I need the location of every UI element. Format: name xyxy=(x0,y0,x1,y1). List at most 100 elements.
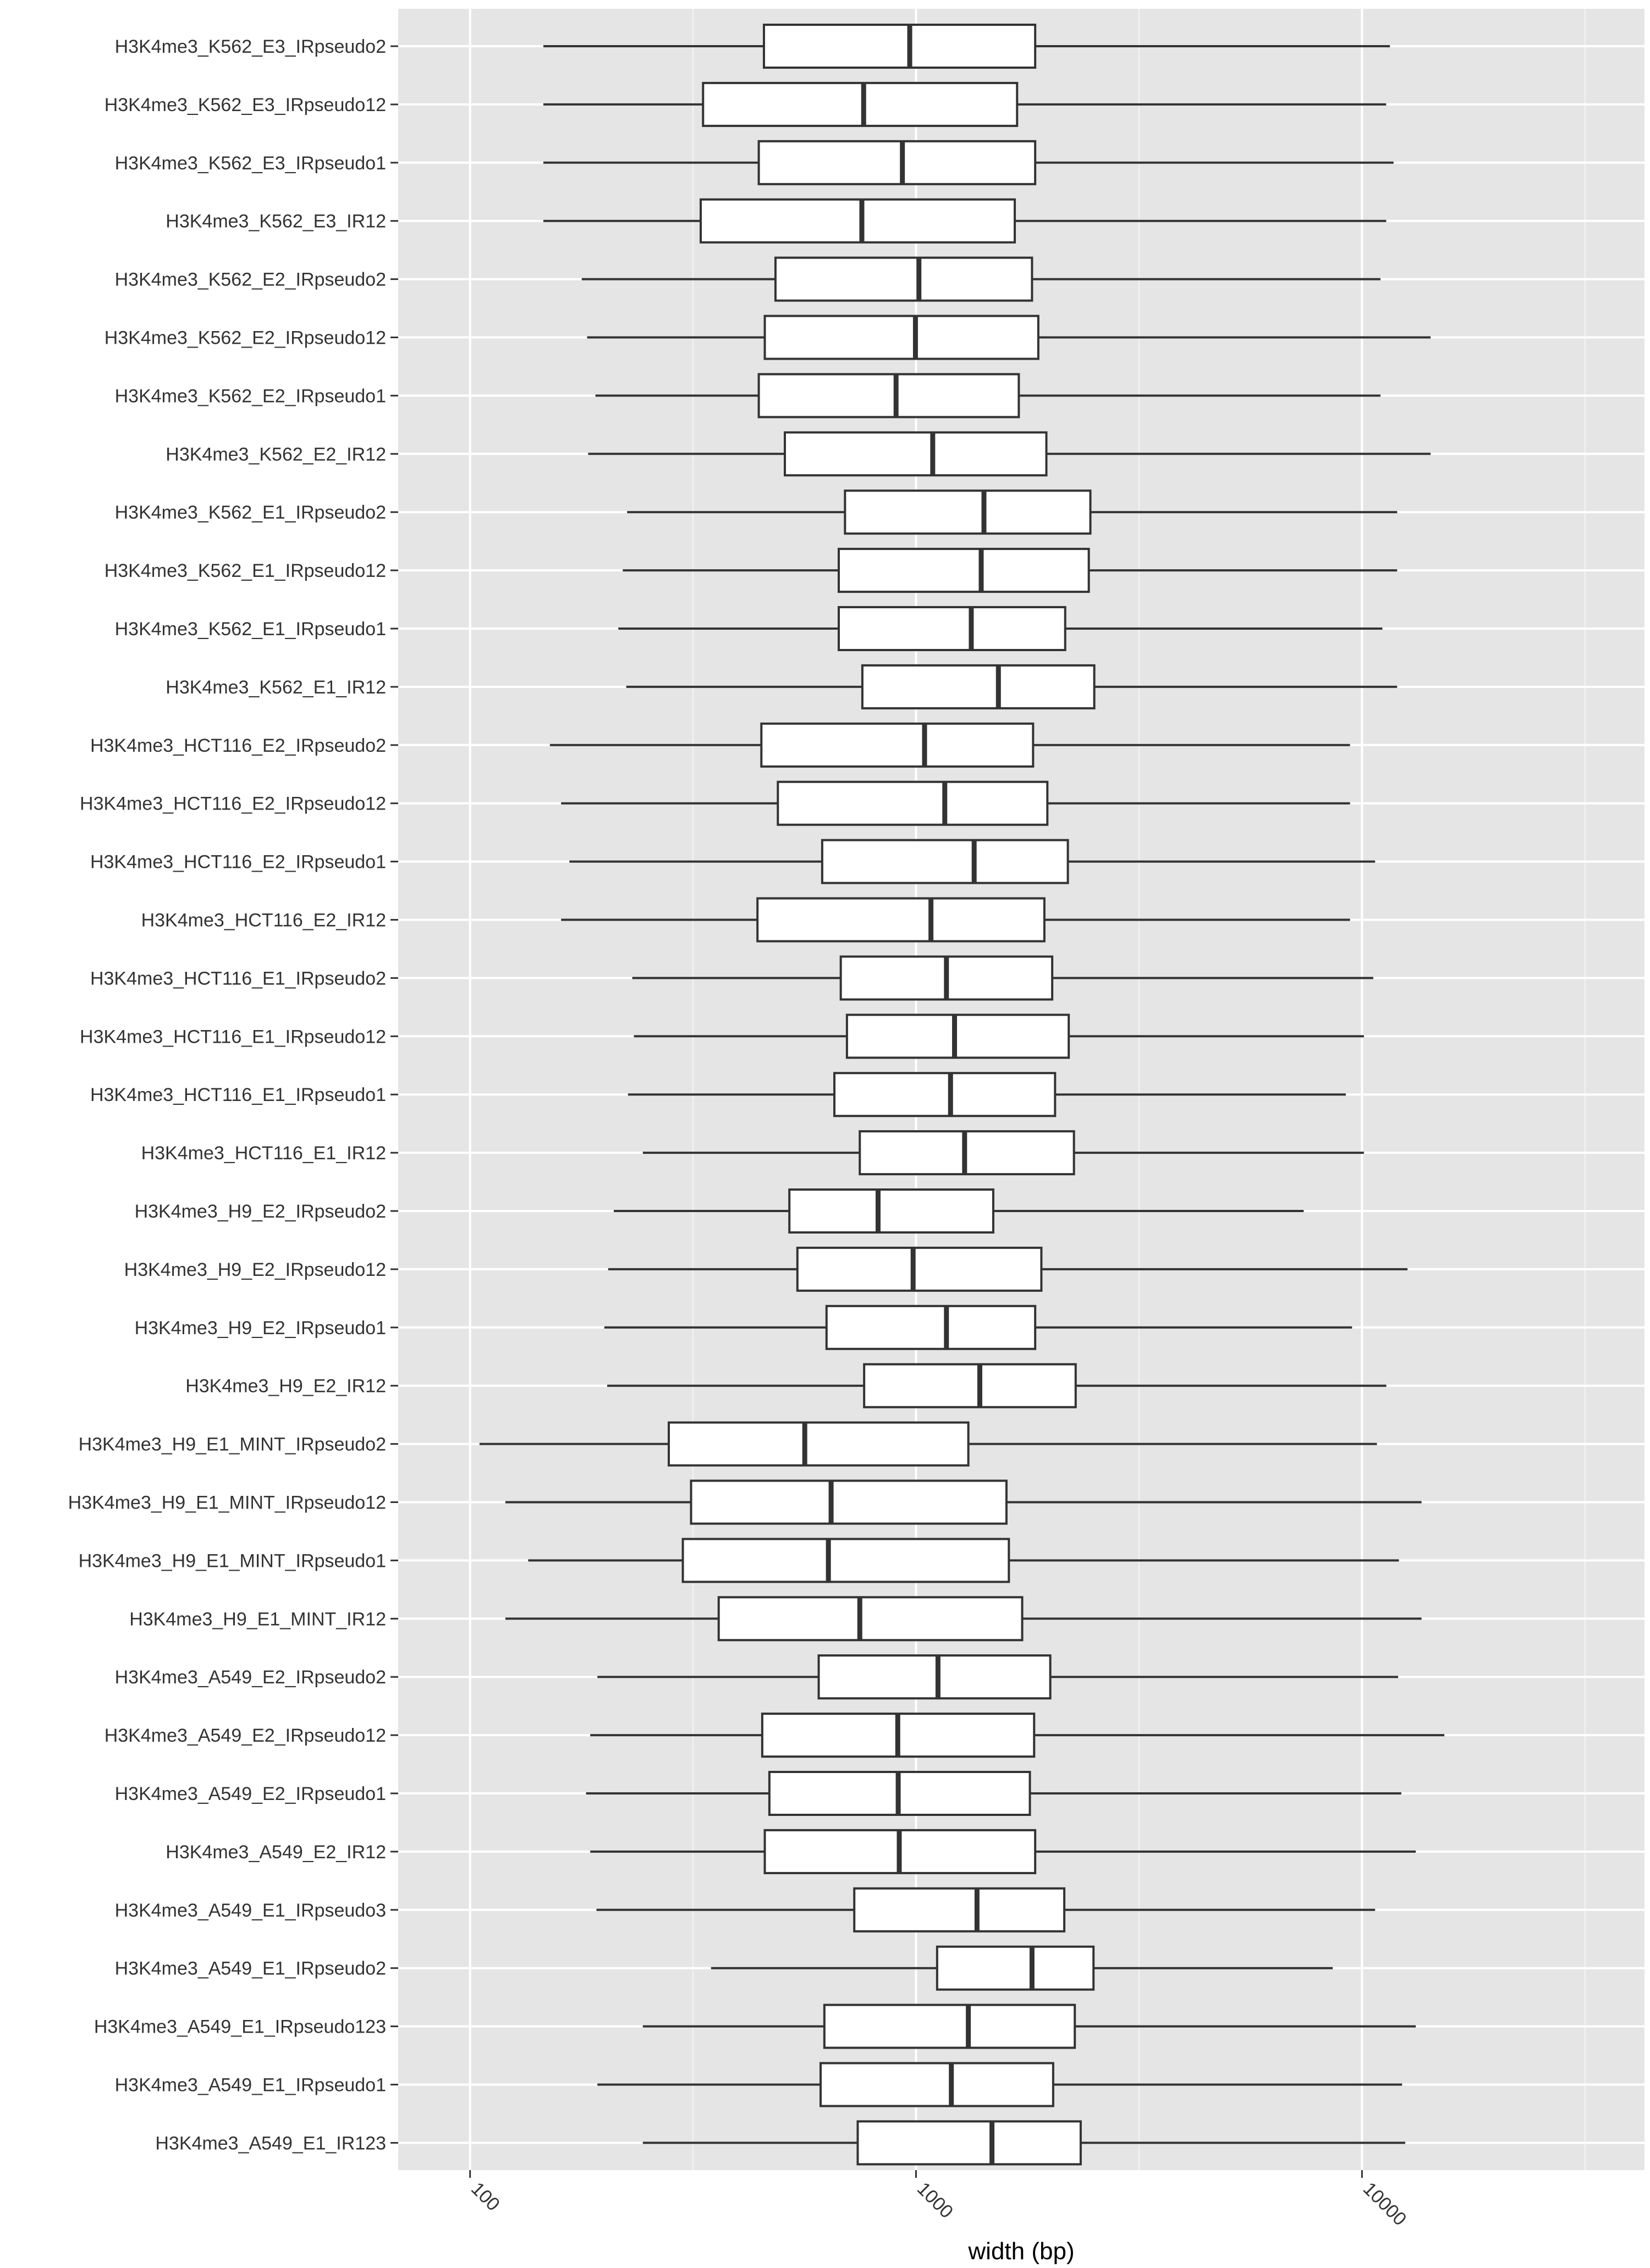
y-tick-label: H3K4me3_K562_E1_IRpseudo1 xyxy=(115,619,386,640)
box-iqr xyxy=(774,256,1033,302)
box-H3K4me3_K562_E2_IRpseudo12 xyxy=(587,315,1431,360)
y-tick-label: H3K4me3_A549_E2_IRpseudo1 xyxy=(115,1783,386,1804)
box-H3K4me3_A549_E1_IR123 xyxy=(642,2120,1405,2166)
y-tick-label: H3K4me3_HCT116_E1_IRpseudo12 xyxy=(80,1026,386,1047)
box-iqr xyxy=(681,1538,1010,1583)
y-tick-label: H3K4me3_K562_E3_IR12 xyxy=(166,211,386,232)
y-tick-label: H3K4me3_HCT116_E1_IR12 xyxy=(141,1143,386,1164)
y-tick-label: H3K4me3_H9_E2_IRpseudo12 xyxy=(124,1259,386,1280)
box-iqr xyxy=(757,373,1020,419)
box-H3K4me3_K562_E2_IRpseudo2 xyxy=(581,256,1380,302)
y-tick-label: H3K4me3_H9_E2_IR12 xyxy=(185,1376,386,1397)
box-iqr xyxy=(853,1887,1066,1933)
box-H3K4me3_K562_E3_IR12 xyxy=(543,198,1387,244)
box-H3K4me3_K562_E3_IRpseudo1 xyxy=(543,140,1394,185)
box-iqr xyxy=(702,81,1019,127)
y-tick-label: H3K4me3_K562_E2_IRpseudo1 xyxy=(115,386,386,406)
y-tick-label: H3K4me3_HCT116_E1_IRpseudo2 xyxy=(90,968,386,989)
y-tick-label: H3K4me3_A549_E2_IRpseudo2 xyxy=(115,1667,386,1688)
box-H3K4me3_A549_E1_IRpseudo123 xyxy=(642,2003,1416,2049)
y-tick-label: H3K4me3_K562_E1_IRpseudo2 xyxy=(115,502,386,523)
y-tick-label: H3K4me3_A549_E1_IRpseudo2 xyxy=(115,1958,386,1979)
x-axis-title: width (bp) xyxy=(967,2238,1074,2265)
box-H3K4me3_HCT116_E1_IR12 xyxy=(642,1130,1364,1176)
box-iqr xyxy=(833,1072,1057,1118)
box-iqr xyxy=(838,606,1066,651)
box-H3K4me3_K562_E1_IRpseudo12 xyxy=(623,548,1398,593)
box-iqr xyxy=(756,897,1046,943)
y-tick-label: H3K4me3_HCT116_E2_IR12 xyxy=(141,910,386,931)
box-iqr xyxy=(796,1246,1043,1292)
box-iqr xyxy=(717,1596,1024,1642)
y-tick-label: H3K4me3_A549_E1_IR123 xyxy=(155,2133,386,2154)
box-iqr xyxy=(700,198,1016,244)
box-iqr xyxy=(820,2062,1054,2107)
box-H3K4me3_HCT116_E2_IRpseudo12 xyxy=(561,780,1350,826)
box-H3K4me3_K562_E2_IRpseudo1 xyxy=(595,373,1380,419)
box-H3K4me3_A549_E1_IRpseudo2 xyxy=(711,1945,1333,1991)
y-tick-label: H3K4me3_H9_E2_IRpseudo2 xyxy=(135,1201,386,1222)
boxes-layer xyxy=(479,24,1445,2166)
box-H3K4me3_A549_E1_IRpseudo3 xyxy=(596,1887,1376,1933)
box-iqr xyxy=(690,1479,1008,1525)
y-tick-label: H3K4me3_H9_E1_MINT_IRpseudo12 xyxy=(68,1493,386,1513)
box-H3K4me3_H9_E2_IR12 xyxy=(607,1363,1387,1408)
box-H3K4me3_HCT116_E2_IR12 xyxy=(561,897,1350,943)
box-H3K4me3_K562_E3_IRpseudo12 xyxy=(543,81,1387,127)
box-iqr xyxy=(863,1363,1077,1408)
y-tick-label: H3K4me3_A549_E2_IRpseudo12 xyxy=(105,1725,386,1746)
box-iqr xyxy=(838,548,1090,593)
box-H3K4me3_H9_E2_IRpseudo12 xyxy=(608,1246,1408,1292)
box-iqr xyxy=(667,1421,970,1467)
box-H3K4me3_HCT116_E2_IRpseudo2 xyxy=(549,722,1350,768)
box-H3K4me3_H9_E1_MINT_IRpseudo2 xyxy=(479,1421,1377,1467)
box-H3K4me3_H9_E2_IRpseudo2 xyxy=(613,1188,1304,1234)
box-iqr xyxy=(856,2120,1082,2166)
box-iqr xyxy=(760,722,1035,768)
box-iqr xyxy=(936,1945,1095,1991)
y-tick-label: H3K4me3_K562_E1_IRpseudo12 xyxy=(105,560,386,581)
y-tick-label: H3K4me3_HCT116_E2_IRpseudo2 xyxy=(90,735,386,756)
box-H3K4me3_A549_E2_IRpseudo12 xyxy=(590,1713,1445,1758)
box-iqr xyxy=(825,1304,1037,1350)
y-tick-label: H3K4me3_H9_E1_MINT_IR12 xyxy=(129,1609,386,1630)
box-iqr xyxy=(817,1654,1052,1700)
y-tick-label: H3K4me3_K562_E2_IRpseudo12 xyxy=(105,328,386,349)
box-iqr xyxy=(763,315,1040,360)
y-tick-label: H3K4me3_K562_E1_IR12 xyxy=(166,677,386,698)
y-tick-label: H3K4me3_H9_E1_MINT_IRpseudo1 xyxy=(79,1550,386,1571)
y-tick-label: H3K4me3_K562_E3_IRpseudo2 xyxy=(115,36,386,57)
box-H3K4me3_A549_E2_IR12 xyxy=(590,1829,1416,1874)
box-iqr xyxy=(823,2003,1076,2049)
box-H3K4me3_K562_E1_IRpseudo2 xyxy=(627,489,1398,535)
box-iqr xyxy=(821,839,1069,884)
y-axis: H3K4me3_K562_E3_IRpseudo2 H3K4me3_K562_E3… xyxy=(68,36,398,2154)
y-tick-label: H3K4me3_A549_E1_IRpseudo1 xyxy=(115,2075,386,2096)
box-iqr xyxy=(757,140,1037,185)
y-tick-label: H3K4me3_K562_E3_IRpseudo1 xyxy=(115,153,386,174)
box-H3K4me3_H9_E2_IRpseudo1 xyxy=(604,1304,1352,1350)
box-iqr xyxy=(777,780,1049,826)
y-tick-label: H3K4me3_A549_E2_IR12 xyxy=(166,1842,386,1863)
y-tick-label: H3K4me3_K562_E2_IR12 xyxy=(166,444,386,465)
box-H3K4me3_H9_E1_MINT_IRpseudo1 xyxy=(528,1538,1399,1583)
box-iqr xyxy=(844,489,1092,535)
box-H3K4me3_A549_E2_IRpseudo2 xyxy=(597,1654,1399,1700)
box-H3K4me3_K562_E3_IRpseudo2 xyxy=(543,24,1390,69)
box-H3K4me3_HCT116_E1_IRpseudo12 xyxy=(634,1014,1364,1059)
y-tick-label: H3K4me3_A549_E1_IRpseudo3 xyxy=(115,1900,386,1921)
box-H3K4me3_K562_E1_IRpseudo1 xyxy=(618,606,1383,651)
y-tick-label: H3K4me3_K562_E2_IRpseudo2 xyxy=(115,269,386,290)
box-iqr xyxy=(845,1014,1070,1059)
y-tick-label: H3K4me3_K562_E3_IRpseudo12 xyxy=(105,95,386,115)
box-H3K4me3_H9_E1_MINT_IRpseudo12 xyxy=(505,1479,1422,1525)
box-iqr xyxy=(788,1188,994,1234)
box-H3K4me3_K562_E1_IR12 xyxy=(626,664,1398,709)
box-H3K4me3_HCT116_E1_IRpseudo1 xyxy=(628,1072,1346,1118)
box-H3K4me3_HCT116_E2_IRpseudo1 xyxy=(569,839,1376,884)
y-tick-label: H3K4me3_HCT116_E1_IRpseudo1 xyxy=(90,1085,386,1105)
minor-gridlines xyxy=(692,9,1586,2170)
box-H3K4me3_H9_E1_MINT_IR12 xyxy=(505,1596,1422,1642)
y-tick-label: H3K4me3_H9_E1_MINT_IRpseudo2 xyxy=(79,1434,386,1455)
